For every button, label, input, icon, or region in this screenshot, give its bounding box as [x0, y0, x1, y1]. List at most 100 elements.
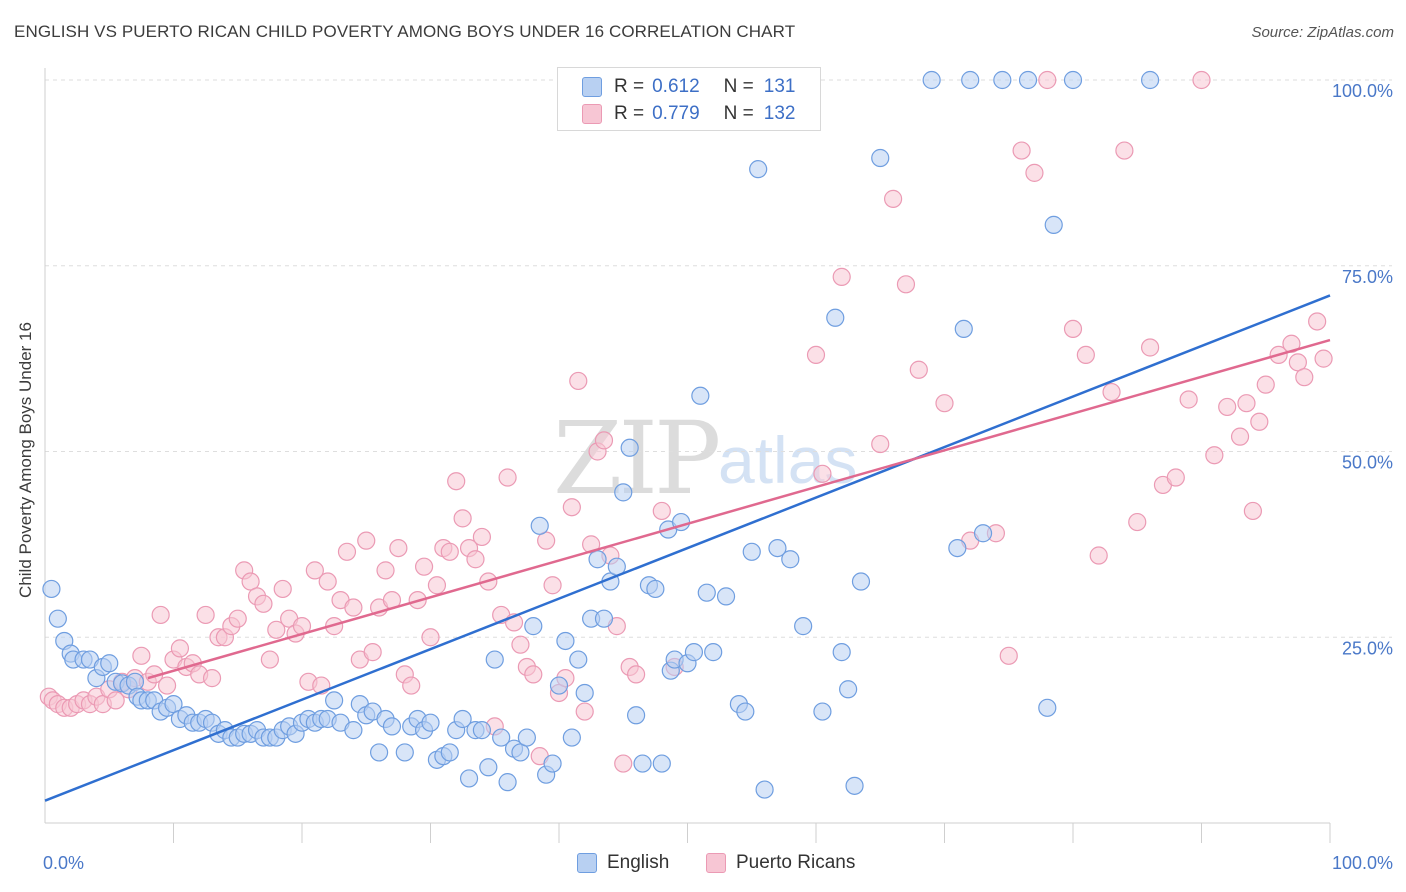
puerto-ricans-point — [402, 676, 421, 695]
english-point — [325, 691, 344, 710]
english-point — [421, 713, 440, 732]
english-point — [614, 483, 633, 502]
english-point — [954, 319, 973, 339]
puerto-ricans-point — [414, 557, 434, 576]
english-point — [1063, 70, 1083, 90]
english-point — [344, 721, 363, 740]
puerto-ricans-point — [453, 509, 472, 528]
english-point — [459, 769, 479, 788]
english-point — [704, 643, 723, 662]
puerto-ricans-point — [1012, 141, 1031, 160]
puerto-ricans-point — [344, 598, 363, 617]
puerto-ricans-point — [511, 635, 530, 654]
y-tick-label: 50.0% — [1342, 453, 1393, 473]
english-point — [768, 538, 787, 558]
puerto-ricans-point — [543, 576, 562, 595]
puerto-ricans-point — [170, 639, 190, 658]
english-point — [1044, 215, 1063, 234]
english-point — [48, 609, 67, 628]
english-point — [125, 672, 145, 691]
english-point — [626, 706, 646, 725]
english-point — [543, 754, 562, 773]
series-legend: English Puerto Ricans — [0, 852, 1406, 878]
puerto-ricans-point — [1115, 141, 1134, 160]
english-point — [851, 572, 871, 591]
english-point — [575, 683, 594, 703]
puerto-ricans-point — [157, 676, 177, 695]
puerto-ricans-point — [1256, 375, 1275, 394]
english-swatch — [582, 77, 602, 97]
puerto-ricans-point — [594, 431, 614, 450]
english-point — [485, 650, 504, 669]
puerto-ricans-point — [909, 360, 928, 379]
english-point — [42, 579, 61, 599]
english-point — [530, 516, 549, 535]
english-point — [524, 617, 543, 636]
english-point — [749, 160, 768, 179]
puerto-ricans-point — [1179, 390, 1198, 409]
legend-english-label: English — [607, 852, 670, 873]
puerto-ricans-point — [363, 643, 382, 662]
pr-r-value: 0.779 — [652, 103, 700, 124]
english-point — [652, 754, 671, 773]
puerto-ricans-point — [421, 628, 440, 647]
legend-item-puerto-ricans[interactable]: Puerto Ricans — [706, 852, 855, 874]
puerto-ricans-point — [1237, 394, 1256, 413]
puerto-ricans-point — [389, 538, 408, 558]
puerto-ricans-point — [1308, 312, 1327, 331]
english-point — [993, 70, 1012, 90]
puerto-ricans-point — [1250, 412, 1269, 431]
puerto-ricans-point — [1128, 512, 1147, 532]
english-point — [370, 743, 389, 762]
puerto-ricans-point — [562, 498, 581, 517]
y-tick-label: 100.0% — [1332, 81, 1393, 101]
english-point — [556, 631, 575, 651]
english-point — [492, 728, 511, 747]
watermark-atlas: atlas — [718, 423, 858, 497]
puerto-ricans-point — [832, 267, 851, 286]
puerto-ricans-point — [273, 579, 292, 599]
puerto-ricans-point — [999, 646, 1018, 665]
puerto-ricans-point — [1295, 368, 1314, 387]
legend-item-english[interactable]: English — [577, 852, 669, 874]
puerto-ricans-point — [196, 605, 215, 625]
english-point — [453, 709, 472, 729]
english-point — [973, 524, 993, 543]
puerto-ricans-point — [614, 754, 633, 773]
english-point — [697, 583, 716, 602]
stats-row-puerto-ricans: R = 0.779 N = 132 — [582, 102, 795, 126]
puerto-ricans-point — [447, 472, 466, 491]
puerto-ricans-point — [1218, 397, 1237, 417]
puerto-ricans-swatch — [582, 104, 602, 124]
y-tick-label: 25.0% — [1342, 638, 1393, 658]
english-point — [922, 70, 941, 90]
puerto-ricans-point — [267, 620, 286, 639]
puerto-ricans-point — [1076, 345, 1095, 365]
puerto-ricans-point — [151, 605, 170, 625]
legend-english-swatch — [577, 853, 597, 873]
puerto-ricans-point — [1243, 501, 1263, 521]
english-n-value: 131 — [763, 76, 796, 97]
puerto-ricans-point — [652, 501, 671, 521]
puerto-ricans-point — [357, 531, 376, 550]
english-r-label: R = — [614, 76, 645, 97]
english-point — [100, 654, 119, 673]
puerto-ricans-point — [1230, 427, 1250, 446]
puerto-ricans-point — [440, 542, 459, 561]
english-point — [440, 743, 459, 762]
legend-pr-swatch — [706, 853, 726, 873]
puerto-ricans-point — [337, 542, 357, 561]
english-point — [569, 650, 588, 669]
chart-title: ENGLISH VS PUERTO RICAN CHILD POVERTY AM… — [14, 22, 796, 41]
puerto-ricans-trend-line — [147, 338, 1331, 680]
puerto-ricans-point — [813, 464, 832, 483]
puerto-ricans-point — [871, 434, 890, 454]
puerto-ricans-point — [626, 665, 646, 684]
english-r-value: 0.612 — [652, 76, 700, 97]
english-point — [781, 550, 800, 569]
english-point — [588, 550, 607, 569]
english-point — [472, 721, 491, 740]
puerto-ricans-point — [1140, 338, 1160, 357]
pr-n-value: 132 — [763, 103, 796, 124]
